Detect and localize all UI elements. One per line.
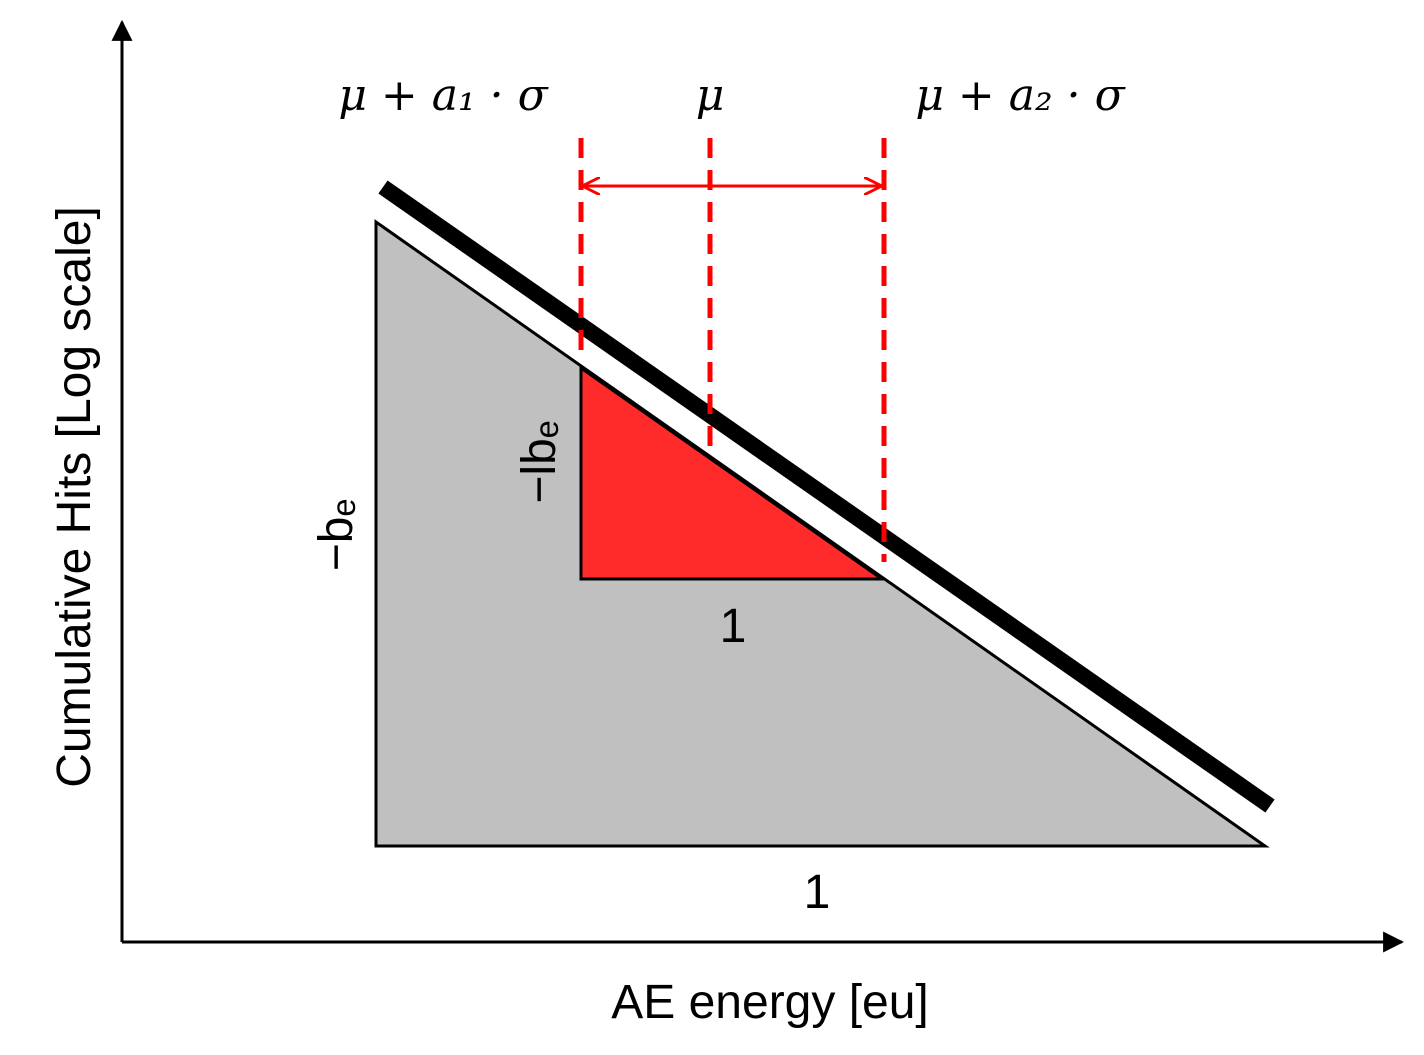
- upper-bound-label: μ + a₂ · σ: [915, 70, 1126, 121]
- big-run-label: 1: [804, 866, 831, 919]
- lower-bound-label: μ + a₁ · σ: [338, 70, 549, 121]
- big-rise-label: −bₑ: [310, 499, 363, 572]
- fit-line: [378, 180, 1275, 813]
- big-triangle: [374, 219, 1270, 848]
- y-axis-label: Cumulative Hits [Log scale]: [48, 206, 101, 788]
- small-rise-label: −lbₑ: [513, 420, 566, 503]
- small-run-label: 1: [720, 600, 747, 653]
- x-axis-label: AE energy [eu]: [611, 976, 929, 1029]
- mean-label: μ: [696, 70, 725, 121]
- small-triangle: [579, 365, 887, 581]
